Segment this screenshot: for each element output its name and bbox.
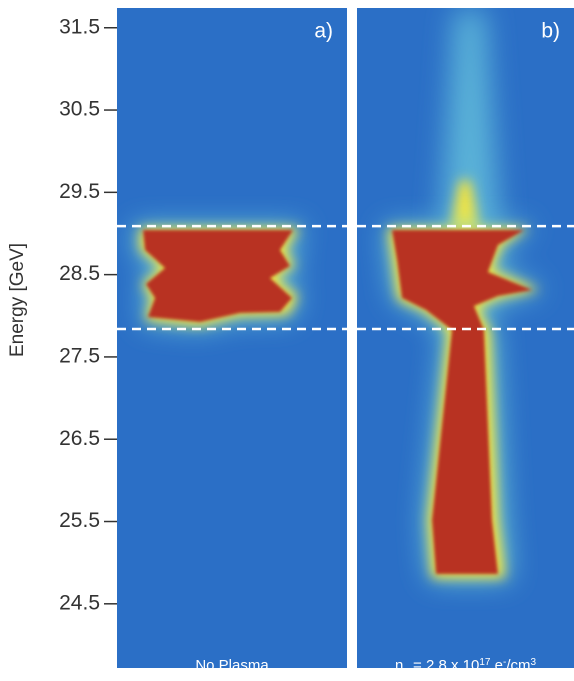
beam-a: [135, 226, 305, 328]
caption-part: = 2.8 x 10: [409, 657, 479, 674]
y-tick-label: 28.5: [59, 262, 100, 285]
panel-a: [117, 8, 347, 668]
caption-part: 17: [479, 657, 491, 668]
y-tick-label: 27.5: [59, 344, 100, 367]
caption-part: 3: [530, 657, 536, 668]
y-tick-label: 30.5: [59, 98, 100, 121]
y-tick-label: 29.5: [59, 180, 100, 203]
y-tick-label: 25.5: [59, 509, 100, 532]
panel-gap: [347, 0, 357, 681]
caption-part: No Plasma: [195, 657, 269, 674]
y-axis-label: Energy [GeV]: [7, 243, 28, 357]
y-tick-label: 31.5: [59, 15, 100, 38]
panel-caption: No Plasma: [195, 657, 269, 674]
beam-b: [385, 10, 545, 580]
caption-part: /cm: [506, 657, 530, 674]
caption-part: -: [503, 657, 506, 668]
y-tick-label: 24.5: [59, 591, 100, 614]
caption-part: e: [403, 668, 409, 679]
caption-part: n: [395, 657, 403, 674]
caption-part: e: [490, 657, 503, 674]
panel-label: a): [314, 20, 333, 43]
y-tick-label: 26.5: [59, 427, 100, 450]
panel-caption: ne = 2.8 x 1017 e-/cm3: [395, 657, 537, 679]
panel-label: b): [541, 20, 560, 43]
